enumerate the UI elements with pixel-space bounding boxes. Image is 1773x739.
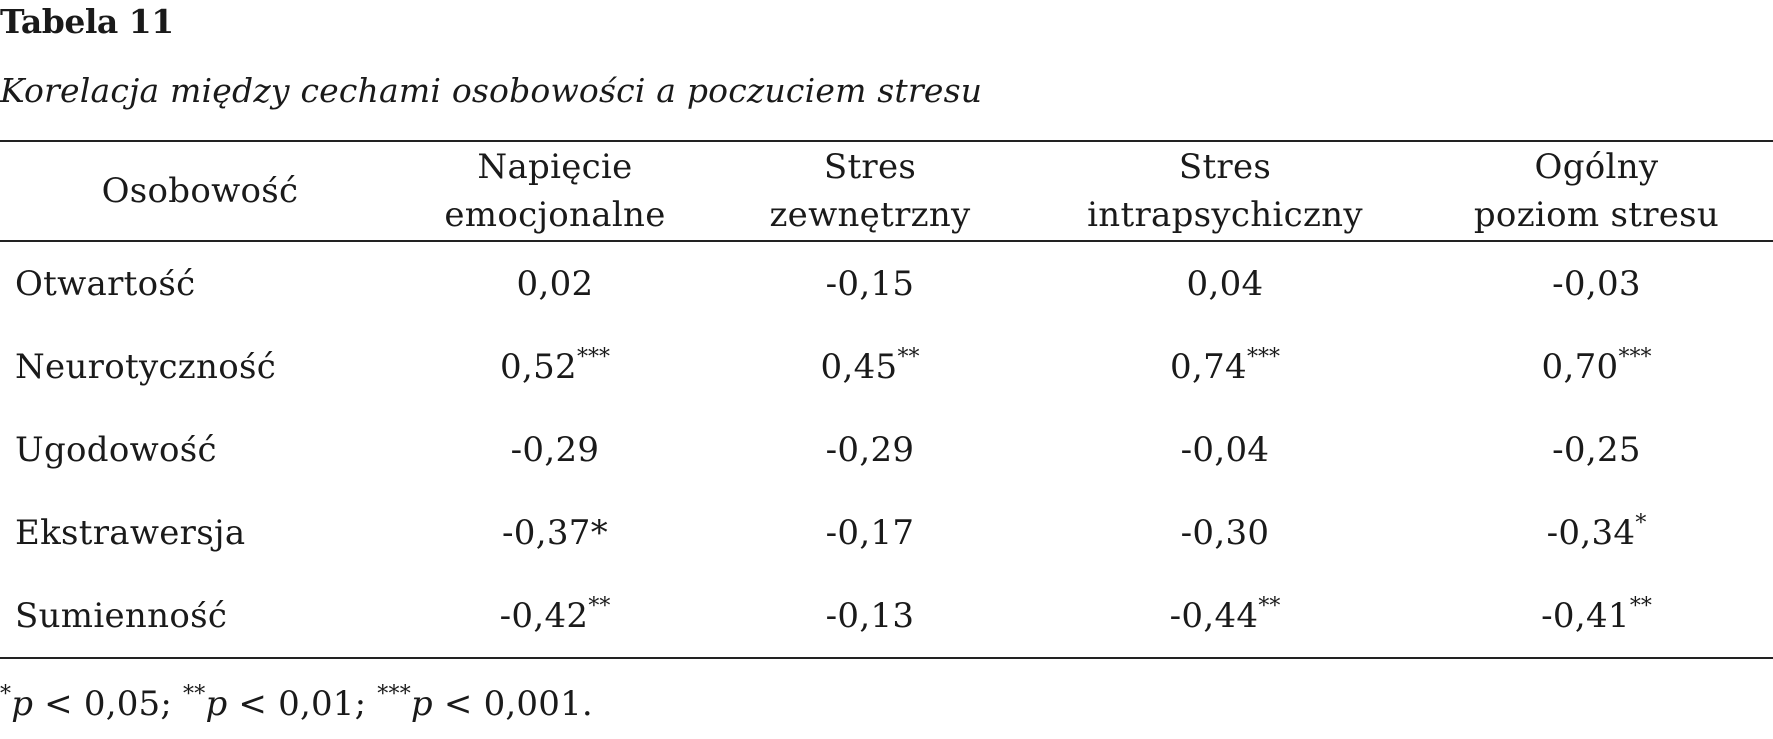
- table-cell: -0,37*: [502, 512, 608, 553]
- header-intrapsychic-stress: Stres intrapsychiczny: [1087, 147, 1363, 235]
- header-external-stress: Stres zewnętrzny: [769, 147, 971, 235]
- header-personality: Osobowość: [101, 171, 299, 211]
- table-row: Sumienność -0,42** -0,13 -0,44** -0,41**: [0, 574, 1773, 658]
- row-label: Neurotyczność: [15, 346, 277, 387]
- table-cell: 0,02: [516, 263, 594, 304]
- note-p-2: p: [205, 684, 228, 724]
- table-cell: -0,17: [825, 512, 915, 553]
- table-cell: 0,52***: [500, 344, 610, 387]
- note-p-1: p: [11, 684, 34, 724]
- significance-mark: ***: [1246, 344, 1280, 370]
- significance-mark: *: [1635, 510, 1647, 536]
- table-cell: -0,04: [1180, 429, 1270, 470]
- table-cell: -0,29: [825, 429, 915, 470]
- table-cell: 0,74***: [1170, 344, 1280, 387]
- header-emotional-tension: Napięcie emocjonalne: [444, 147, 666, 235]
- correlation-table: Osobowość Napięcie emocjonalne Stres zew…: [0, 140, 1773, 659]
- table-cell: -0,42**: [499, 593, 611, 636]
- table-header-row: Osobowość Napięcie emocjonalne Stres zew…: [0, 141, 1773, 241]
- table-cell: 0,04: [1186, 263, 1264, 304]
- row-label: Otwartość: [15, 263, 196, 304]
- table-title: Korelacja między cechami osobowości a po…: [0, 71, 983, 110]
- row-label: Ugodowość: [15, 429, 217, 470]
- table-cell: -0,30: [1180, 512, 1270, 553]
- significance-mark: **: [588, 593, 611, 619]
- note-sig-1: *: [0, 682, 12, 707]
- significance-mark: ***: [1618, 344, 1652, 370]
- table-cell: -0,44**: [1169, 593, 1281, 636]
- significance-mark: **: [1629, 593, 1652, 619]
- header-overall-stress: Ogólny poziom stresu: [1473, 147, 1720, 235]
- table-label: Tabela 11: [0, 2, 174, 41]
- note-sig-2: **: [183, 682, 206, 707]
- significance-mark: **: [1258, 593, 1281, 619]
- table-row: Ugodowość -0,29 -0,29 -0,04 -0,25: [0, 408, 1773, 491]
- table-row: Ekstrawersja -0,37* -0,17 -0,30 -0,34*: [0, 491, 1773, 574]
- row-label: Sumienność: [15, 595, 228, 636]
- table-cell: -0,34*: [1546, 510, 1647, 553]
- table-row: Neurotyczność 0,52*** 0,45** 0,74*** 0,7…: [0, 325, 1773, 408]
- note-text-3: < 0,001.: [432, 684, 593, 724]
- table-note: *p < 0,05; **p < 0,01; ***p < 0,001.: [0, 682, 593, 726]
- note-sig-3: ***: [377, 682, 411, 707]
- table-cell: -0,41**: [1541, 593, 1652, 636]
- significance-mark: **: [897, 344, 920, 370]
- note-text-2: < 0,01;: [227, 684, 378, 724]
- table-cell: -0,13: [825, 595, 915, 636]
- table-cell: 0,45**: [820, 344, 920, 387]
- note-text-1: < 0,05;: [33, 684, 184, 724]
- table-row: Otwartość 0,02 -0,15 0,04 -0,03: [0, 241, 1773, 325]
- note-p-3: p: [410, 684, 433, 724]
- significance-mark: ***: [576, 344, 610, 370]
- table-cell: -0,03: [1552, 263, 1641, 304]
- table-cell: -0,25: [1552, 429, 1641, 470]
- table-cell: -0,15: [825, 263, 915, 304]
- row-label: Ekstrawersja: [15, 512, 246, 553]
- table-cell: 0,70***: [1541, 344, 1652, 387]
- table-cell: -0,29: [510, 429, 600, 470]
